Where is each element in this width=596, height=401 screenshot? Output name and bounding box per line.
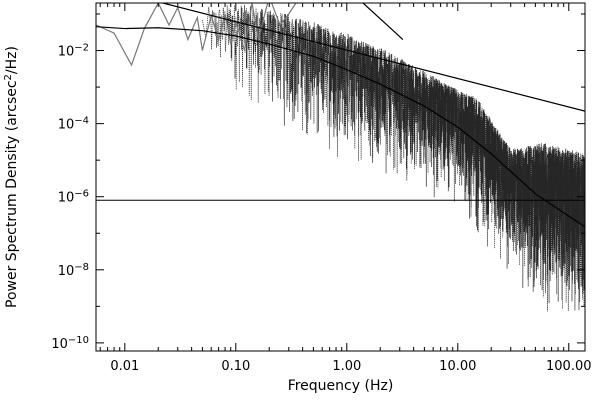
data-layer (96, 3, 585, 312)
ticks-layer: 0.01 0.10 1.00 10.00 100.00 10−10 10−8 10−6 10−4… (51, 3, 592, 374)
x-tick-label-4: 100.00 (546, 359, 592, 374)
plot-frame (95, 2, 586, 352)
y-axis-label-main: Power Spectrum Density (arcsec (4, 80, 20, 308)
x-tick-label-0: 0.01 (110, 359, 139, 374)
series-4 (162, 3, 585, 112)
x-tick-label-3: 10.00 (439, 359, 476, 374)
y-tick-label-2: 10−6 (58, 188, 89, 206)
y-axis-label-sup: 2 (3, 74, 14, 80)
series-3 (362, 3, 404, 40)
y-tick-label-4: 10−2 (58, 42, 89, 60)
y-tick-label-0: 10−10 (51, 334, 89, 352)
y-axis-label: Power Spectrum Density (arcsec2/Hz) (3, 46, 21, 308)
x-tick-label-1: 0.10 (221, 359, 250, 374)
series-1 (96, 3, 297, 67)
y-tick-label-1: 10−8 (58, 261, 89, 279)
x-tick-label-2: 1.00 (332, 359, 361, 374)
y-axis-label-tail: /Hz) (4, 46, 20, 74)
x-axis-label: Frequency (Hz) (288, 378, 394, 394)
y-tick-label-3: 10−4 (58, 115, 89, 133)
series-0 (202, 4, 585, 312)
series-2 (96, 26, 585, 228)
